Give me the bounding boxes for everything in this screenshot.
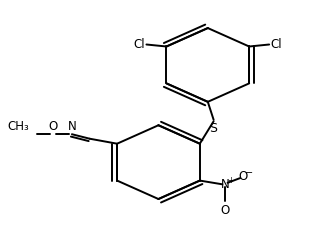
Text: CH₃: CH₃ — [7, 120, 29, 133]
Text: S: S — [210, 122, 218, 135]
Text: Cl: Cl — [271, 38, 282, 51]
Text: O: O — [220, 204, 230, 216]
Text: +: + — [227, 176, 233, 185]
Text: O: O — [49, 120, 58, 133]
Text: O: O — [238, 170, 247, 183]
Text: N: N — [67, 120, 76, 133]
Text: N: N — [221, 178, 230, 191]
Text: −: − — [245, 168, 253, 178]
Text: Cl: Cl — [134, 38, 145, 51]
